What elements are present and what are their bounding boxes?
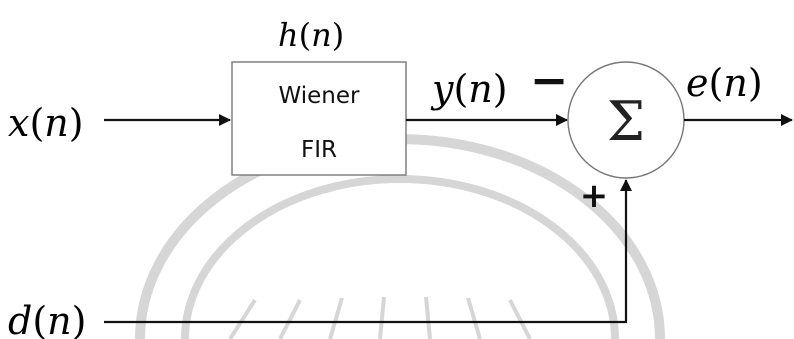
wiener-fir-block — [231, 61, 407, 176]
error-signal-label: e(n) — [686, 61, 763, 105]
filter-output-label: y(n) — [430, 67, 508, 111]
minus-sign: − — [530, 53, 569, 107]
svg-text:x(n): x(n) — [8, 101, 84, 145]
svg-text:d(n): d(n) — [8, 299, 86, 339]
filter-label-line2: FIR — [301, 137, 337, 163]
filter-label-line1: Wiener — [279, 83, 361, 109]
desired-signal-label: d(n) — [8, 299, 86, 339]
svg-text:h(n): h(n) — [278, 16, 344, 54]
plus-sign: + — [580, 176, 609, 216]
svg-text:e(n): e(n) — [686, 61, 763, 105]
desired-signal-path — [104, 179, 632, 324]
filter-response-label: h(n) — [278, 16, 344, 54]
sigma-symbol: Σ — [607, 90, 645, 153]
svg-text:y(n): y(n) — [430, 67, 508, 111]
input-signal-label: x(n) — [8, 101, 84, 145]
